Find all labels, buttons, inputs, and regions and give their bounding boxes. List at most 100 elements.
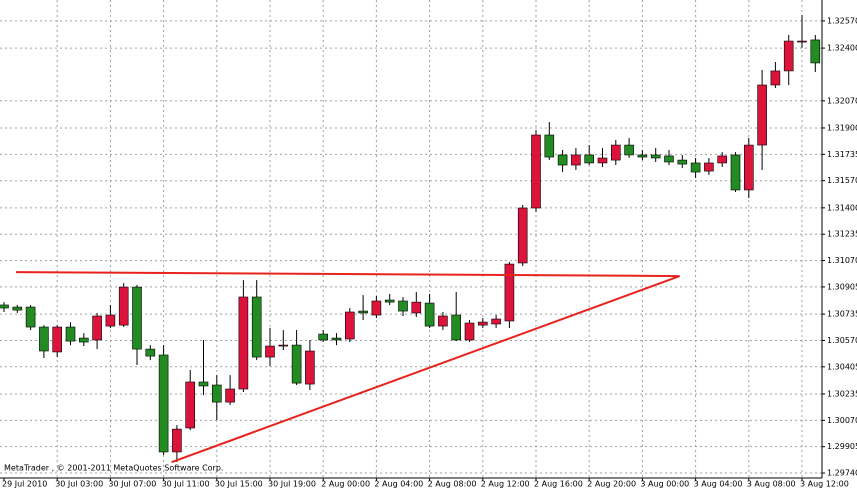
candle-body [198,381,209,387]
y-tick-label: 1.31900 [827,123,857,132]
x-tick-label: 30 Jul 03:00 [55,480,103,489]
candle-body [92,315,102,341]
y-tick-label: 1.30905 [827,282,857,291]
candle-body [265,345,275,358]
x-tick-label: 3 Aug 04:00 [694,480,743,489]
candle-body [810,39,821,64]
candle-body [544,134,555,158]
y-tick-label: 1.29740 [827,469,857,478]
candle-body [624,144,634,156]
candle-body [637,154,648,158]
y-tick-label: 1.31235 [827,230,857,239]
candle-body [504,263,515,322]
candle-body [12,306,23,311]
candle-body [424,302,435,327]
candle-body [491,318,501,325]
candle-body [238,296,249,390]
candle-body [597,157,608,164]
candle-body [557,154,568,166]
candle-body [571,154,581,166]
candle-body [305,350,315,385]
y-tick-label: 1.30235 [827,389,857,398]
candle-body [185,381,195,429]
candle-body [650,154,661,159]
candle-body [398,300,408,312]
x-tick-label: 2 Aug 00:00 [321,480,370,489]
candle-body [212,384,222,403]
x-tick-label: 30 Jul 07:00 [108,480,156,489]
candle-body [318,333,329,341]
trendline [15,271,680,278]
candle-body [464,322,475,341]
y-tick-label: 1.31400 [827,203,857,212]
candle-body [730,154,741,191]
candle-body [172,428,182,453]
candle-body [584,154,595,164]
candle-body [225,388,235,403]
candle-body [132,286,142,350]
y-tick-label: 1.32570 [827,16,857,25]
x-tick-label: 30 Jul 19:00 [268,480,316,489]
y-tick-label: 1.31070 [827,256,857,265]
x-tick-label: 2 Aug 08:00 [428,480,477,489]
candle-body [451,314,462,341]
candle-body [291,344,302,384]
x-tick-label: 30 Jul 11:00 [162,480,210,489]
candle-body [531,134,541,209]
candle-body [743,144,754,191]
candle-body [158,354,169,453]
candle-body [344,311,355,340]
y-tick-label: 1.32070 [827,96,857,105]
candle-body [797,40,807,43]
candle-body [384,299,395,303]
x-tick-label: 3 Aug 12:00 [800,480,849,489]
x-tick-label: 2 Aug 04:00 [374,480,423,489]
candle-body [118,286,129,326]
x-tick-label: 3 Aug 00:00 [640,480,689,489]
candle-body [39,326,49,352]
candle-body [25,306,36,328]
candle-body [664,155,674,163]
candle-body [517,207,528,264]
y-tick-label: 1.32400 [827,44,857,53]
y-tick-label: 1.31570 [827,176,857,185]
x-tick-label: 30 Jul 15:00 [215,480,263,489]
candle-body [717,155,728,164]
y-tick-label: 1.31735 [827,150,857,159]
copyright: MetaTrader , © 2001-2011 MetaQuotes Soft… [4,464,223,473]
candle-body [411,301,422,314]
x-tick-label: 29 Jul 2010 [2,480,47,489]
y-tick-label: 1.30570 [827,336,857,345]
x-tick-label: 3 Aug 08:00 [747,480,796,489]
candle-body [278,344,289,347]
candle-body [610,144,621,161]
x-tick-label: 2 Aug 16:00 [534,480,583,489]
candle-body [65,326,76,342]
candle-body [783,40,794,72]
y-tick-label: 1.30405 [827,362,857,371]
trendline [171,275,680,464]
candle-body [770,70,781,86]
candle-body [105,314,116,327]
candle-body [477,321,488,326]
y-tick-label: 1.30070 [827,416,857,425]
candle-body [0,304,9,309]
candle-body [358,310,368,314]
candle-body [79,337,89,343]
candle-body [438,315,448,327]
y-tick-label: 1.30735 [827,310,857,319]
y-tick-label: 1.29905 [827,442,857,451]
candle-body [690,162,701,173]
candle-body [704,162,714,172]
x-tick-label: 2 Aug 20:00 [587,480,636,489]
candle-body [251,296,262,358]
candle-body [371,300,382,316]
candle-body [331,337,342,341]
plot-area [0,0,822,478]
candle-body [52,326,63,353]
candle-body [145,348,156,357]
candle-body [677,159,688,165]
candle-body [757,84,767,146]
x-tick-label: 2 Aug 12:00 [481,480,530,489]
